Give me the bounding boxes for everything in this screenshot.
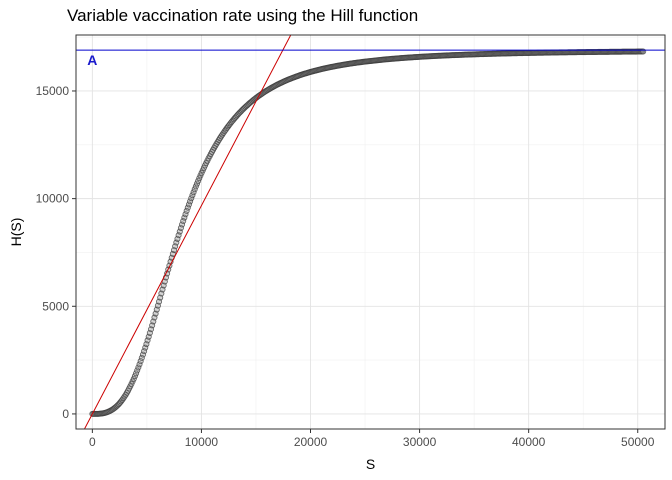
data-point [184, 204, 191, 211]
data-point [185, 201, 192, 208]
x-tick-label: 10000 [185, 435, 219, 449]
x-tick-label: 30000 [403, 435, 437, 449]
y-tick-label: 5000 [42, 299, 69, 313]
y-tick-label: 15000 [36, 84, 70, 98]
y-tick-label: 10000 [36, 192, 70, 206]
data-point [139, 351, 146, 358]
data-point [187, 198, 194, 205]
annotation-label: A [87, 52, 97, 68]
x-axis-title: S [366, 456, 375, 472]
chart-title: Variable vaccination rate using the Hill… [67, 6, 419, 25]
data-point [180, 218, 187, 225]
data-point [188, 195, 195, 202]
data-point [135, 364, 142, 371]
data-point [179, 221, 186, 228]
x-tick-label: 50000 [621, 435, 655, 449]
data-point [181, 214, 188, 221]
x-tick-label: 40000 [512, 435, 546, 449]
hill-points [89, 48, 647, 417]
x-tick-label: 20000 [294, 435, 328, 449]
data-point [137, 358, 144, 365]
x-tick-label: 0 [89, 435, 96, 449]
data-point [136, 361, 143, 368]
tangent-line [83, 35, 292, 429]
y-axis-title: H(S) [8, 218, 24, 247]
y-tick-label: 0 [62, 407, 69, 421]
data-point [182, 211, 189, 218]
data-point [183, 207, 190, 214]
data-point [138, 354, 145, 361]
panel-border [75, 34, 666, 430]
